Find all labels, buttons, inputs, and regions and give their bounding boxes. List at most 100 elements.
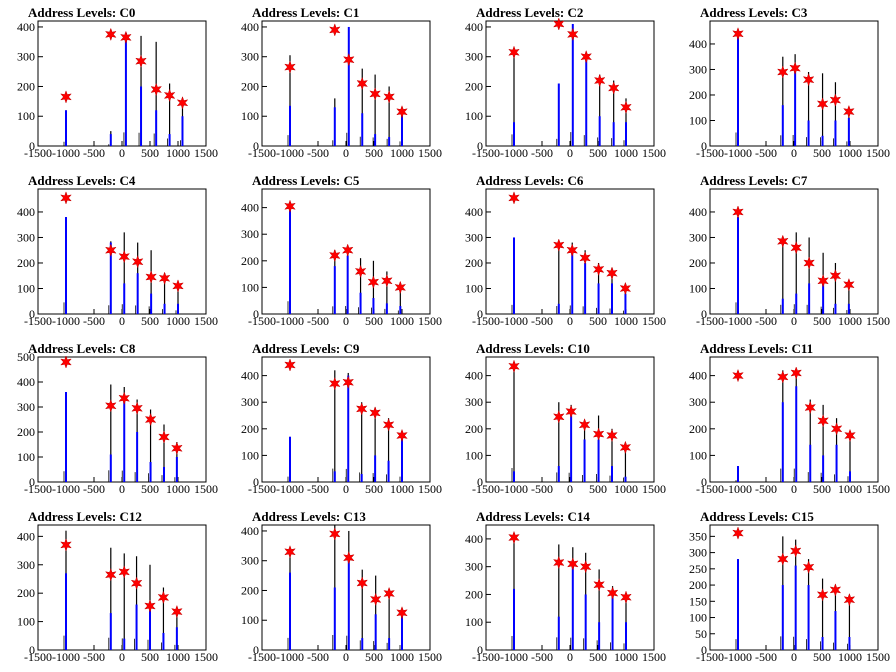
envelope-spike <box>169 83 171 146</box>
peak-marker <box>732 27 744 41</box>
series-spike <box>781 585 784 650</box>
panel-0: Address Levels: C0 0 100 200 300 400 -1500 -100… <box>17 5 218 160</box>
peak-marker <box>816 97 829 111</box>
series-spike <box>570 415 573 482</box>
y-tick-label: 300 <box>465 230 483 244</box>
peak-marker <box>135 54 147 68</box>
panel-11: Address Levels: C11 0 100 200 300 400 -1500 -10… <box>689 341 890 496</box>
y-tick-label: 400 <box>689 37 707 51</box>
x-tick-label: 500 <box>813 146 831 160</box>
peak-marker <box>578 418 591 432</box>
peak-marker <box>565 404 577 419</box>
y-tick-label: 300 <box>241 227 259 241</box>
y-tick-label: 200 <box>465 79 483 93</box>
y-tick-label: 100 <box>17 450 35 464</box>
x-tick-label: -500 <box>83 482 105 496</box>
x-tick-label: 1500 <box>194 650 218 664</box>
envelope-spike <box>359 258 362 314</box>
peak-marker <box>163 88 176 103</box>
series-spike <box>388 137 391 146</box>
x-tick-label: 500 <box>141 650 159 664</box>
x-tick-label: 1500 <box>866 314 890 328</box>
peak-marker <box>829 93 842 107</box>
y-tick-label: 400 <box>465 369 483 383</box>
peak-marker <box>381 274 393 288</box>
peak-marker <box>369 406 381 420</box>
x-tick-label: 500 <box>589 482 607 496</box>
x-tick-label: -500 <box>755 314 777 328</box>
peak-marker <box>619 440 632 455</box>
peak-marker <box>369 87 381 101</box>
x-tick-label: 1500 <box>418 482 442 496</box>
series-spike <box>513 122 515 146</box>
peak-marker <box>552 238 565 252</box>
peak-marker <box>843 277 855 292</box>
series-spike <box>65 392 67 482</box>
y-tick-label: 200 <box>689 578 707 592</box>
y-tick-label: 200 <box>241 422 259 436</box>
panel-1: Address Levels: C1 0 100 200 300 400 -1500 -100… <box>241 5 442 160</box>
y-tick-label: 100 <box>689 448 707 462</box>
envelope-spike <box>611 428 613 482</box>
peak-marker <box>342 550 355 565</box>
series-spike <box>598 622 601 650</box>
peak-marker <box>60 191 72 205</box>
series-spike <box>123 638 126 650</box>
peak-marker <box>579 559 592 574</box>
envelope-spike <box>809 399 811 482</box>
envelope-spike <box>361 402 363 482</box>
y-tick-label: 100 <box>689 113 707 127</box>
peak-marker <box>131 254 144 269</box>
y-tick-label: 300 <box>689 62 707 76</box>
y-tick-label: 400 <box>689 205 707 219</box>
x-tick-label: -1000 <box>724 314 752 328</box>
x-tick-label: 1500 <box>194 146 218 160</box>
x-tick-label: 0 <box>119 650 125 664</box>
y-tick-label: 300 <box>17 400 35 414</box>
x-tick-label: 500 <box>141 314 159 328</box>
panel-title: Address Levels: C12 <box>28 509 142 524</box>
envelope-spike <box>388 86 390 146</box>
series-spike <box>149 610 151 650</box>
series-spike <box>289 207 291 314</box>
peak-marker <box>552 410 565 424</box>
x-tick-label: 500 <box>589 146 607 160</box>
envelope-spike <box>849 434 851 482</box>
peak-marker <box>118 391 131 406</box>
y-tick-label: 0 <box>253 139 259 153</box>
envelope-spike <box>110 547 112 650</box>
panel-title: Address Levels: C0 <box>28 5 135 20</box>
x-tick-label: -1000 <box>724 482 752 496</box>
y-tick-label: 300 <box>17 50 35 64</box>
series-spike <box>809 444 812 482</box>
peak-marker <box>802 72 815 87</box>
envelope-spike <box>598 569 600 650</box>
peak-marker <box>130 576 143 590</box>
series-spike <box>401 436 403 482</box>
series-spike <box>150 293 153 314</box>
y-tick-label: 100 <box>17 109 35 123</box>
plot-frame <box>485 20 655 147</box>
series-spike <box>557 466 560 482</box>
x-tick-label: -500 <box>307 146 329 160</box>
peak-marker <box>607 81 620 95</box>
envelope-spike <box>162 587 165 650</box>
y-tick-label: 100 <box>241 109 259 123</box>
y-tick-label: 300 <box>465 50 483 64</box>
peak-marker <box>843 104 855 119</box>
x-tick-label: 1500 <box>642 146 666 160</box>
series-spike <box>360 474 363 482</box>
plot-frame <box>709 524 879 651</box>
series-spike <box>399 306 402 314</box>
series-spike <box>612 122 615 146</box>
x-tick-label: -1000 <box>52 482 80 496</box>
series-spike <box>513 471 515 482</box>
y-tick-label: 100 <box>17 615 35 629</box>
series-spike <box>155 110 158 146</box>
series-spike <box>795 386 798 482</box>
panel-14: Address Levels: C14 0 100 200 300 400 -1500 -10… <box>465 509 666 664</box>
x-tick-label: 1000 <box>838 314 862 328</box>
y-tick-label: 400 <box>17 529 35 543</box>
series-spike <box>625 622 627 650</box>
y-tick-label: 0 <box>29 643 35 657</box>
